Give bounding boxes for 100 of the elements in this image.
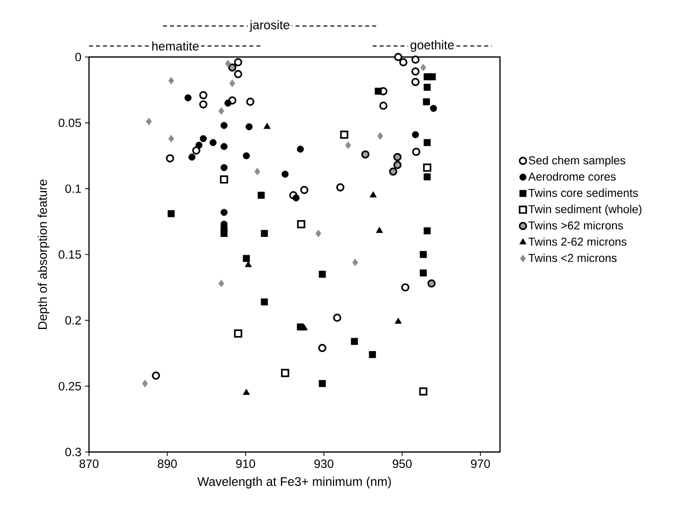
point [422,98,430,106]
point [242,388,250,395]
point [420,64,426,72]
point [168,76,174,84]
point [242,254,250,262]
point [199,91,208,100]
point [300,186,308,194]
point [188,154,196,161]
point [424,173,431,180]
point [297,220,306,228]
text: goethite [410,40,454,52]
point [394,318,402,324]
point [220,175,228,184]
point [420,269,427,276]
point [218,107,224,115]
y-tick-label: 0.25 [58,382,81,390]
point [142,380,148,388]
x-tick-label: 950 [392,460,412,468]
point [296,146,304,153]
point [379,102,388,110]
x-tick-label: 930 [314,460,334,468]
point [220,143,228,150]
legend-label: Twins core sediments [528,188,638,197]
point [333,314,342,322]
y-axis-title: Depth of absorption feature [38,180,50,329]
point [394,52,402,62]
y-tick-label: 0.2 [65,316,81,325]
x-tick-label: 870 [80,460,99,468]
point [424,139,431,146]
point [377,132,384,140]
text: hematite [152,41,199,51]
point [430,104,437,112]
x-tick-label: 890 [158,460,177,468]
point [196,142,202,149]
text: jarosite [249,20,290,32]
point [224,100,232,107]
y-tick-label: 0.3 [65,448,81,456]
point [374,88,382,95]
point [234,70,242,78]
point [234,58,242,66]
legend-label: Twin sediment (whole) [528,204,642,216]
point [220,122,228,129]
point [258,192,265,199]
point [419,387,428,396]
legend-label: Aerodrome cores [528,172,616,181]
point [260,298,268,306]
legend-label: Twins <2 microns [528,254,617,262]
legend-label: Twins >62 microns [528,221,623,230]
point [281,368,290,378]
point [318,270,326,278]
point [352,258,358,266]
point [218,280,224,288]
x-axis-title: Wavelength at Fe3+ minimum (nm) [197,476,391,488]
point [411,56,420,64]
point [370,191,377,198]
point [412,131,419,138]
point [210,139,217,146]
point [260,230,268,237]
point [146,118,152,126]
point [234,329,242,338]
point [225,60,231,68]
point [244,261,252,268]
point [423,164,432,172]
point [292,194,300,202]
point [254,168,260,176]
point [168,134,174,142]
point [420,251,427,258]
point [424,227,431,234]
legend-label: Sed chem samples [528,156,626,167]
point [401,283,410,292]
point [200,135,207,142]
point [412,148,420,156]
point [340,130,348,139]
point [246,123,253,130]
y-tick-label: 0.1 [65,184,81,193]
point [318,380,326,388]
point [152,372,160,380]
point [399,58,408,66]
point [246,98,254,106]
legend-label: Twins 2-62 microns [528,237,626,246]
point [220,208,228,216]
point [166,154,174,162]
point [368,351,376,358]
point [282,170,289,178]
point [318,344,326,352]
point [199,100,208,108]
point [389,167,398,176]
point [428,73,436,80]
point [345,141,352,150]
point [229,80,236,88]
point [376,226,383,233]
point [393,152,402,162]
point [228,63,236,72]
point [336,183,344,192]
point [300,324,308,330]
x-tick-label: 970 [471,460,490,468]
point [424,84,431,91]
point [411,78,420,86]
point [220,230,228,237]
point [393,160,402,170]
